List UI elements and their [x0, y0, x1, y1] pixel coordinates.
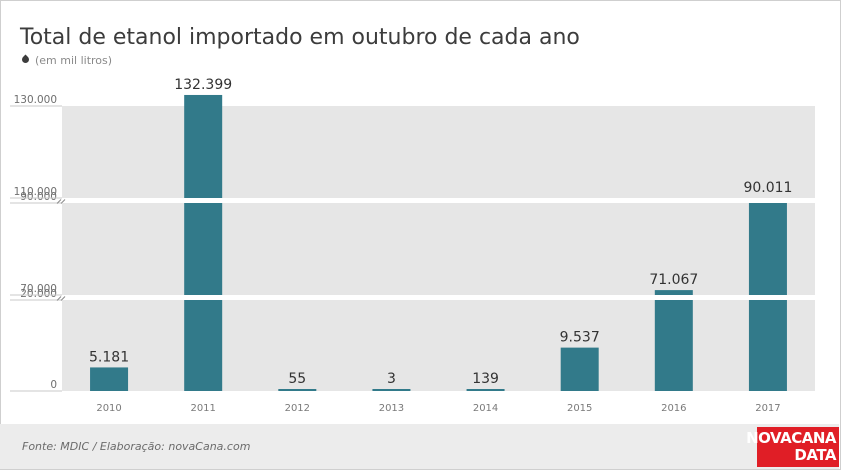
x-tick-label-2010: 2010 [96, 403, 121, 414]
chart-subtitle: (em mil litros) [20, 54, 113, 67]
x-tick-label-2016: 2016 [661, 403, 686, 414]
plot-panel-0 [62, 300, 815, 391]
y-tick-label: 110.000 [14, 186, 57, 198]
subtitle-text: (em mil litros) [35, 54, 113, 67]
bar-2017 [748, 198, 787, 391]
y-tick-label: 70.000 [20, 283, 57, 295]
bar-break-gap [747, 295, 788, 300]
source-note: Fonte: MDIC / Elaboração: novaCana.com [22, 440, 251, 453]
x-tick-label-2013: 2013 [379, 403, 404, 414]
novacana-data-logo: NOVACANA DATA [746, 427, 839, 467]
footer-bar [0, 424, 839, 469]
x-tick-label-2015: 2015 [567, 403, 592, 414]
data-label-2015: 9.537 [560, 330, 600, 346]
bar-break-gap [183, 198, 224, 203]
y-tick-label: 130.000 [14, 94, 57, 106]
y-tick-label: 0 [50, 379, 57, 391]
data-label-2011: 132.399 [174, 77, 232, 93]
bar-2016 [654, 290, 693, 391]
bar-break-gap [183, 295, 224, 300]
chart-title: Total de etanol importado em outubro de … [20, 25, 580, 50]
axis-break-marker [56, 296, 66, 301]
y-tick-label: 90.000 [20, 191, 57, 203]
bar-break-gap [653, 295, 694, 300]
bar-2013 [372, 389, 411, 391]
x-tick-label-2014: 2014 [473, 403, 498, 414]
axis-break-marker [56, 199, 66, 204]
plot-panel-1 [62, 203, 815, 295]
x-tick-label-2011: 2011 [190, 403, 215, 414]
bar-break-gap [747, 198, 788, 203]
bar-2010 [90, 367, 129, 391]
data-label-2014: 139 [472, 371, 499, 387]
data-label-2017: 90.011 [743, 180, 792, 196]
data-label-2016: 71.067 [649, 272, 698, 288]
y-tick-label: 20.000 [20, 288, 57, 300]
data-label-2012: 55 [288, 371, 306, 387]
bar-2014 [466, 389, 505, 391]
logo-line-2: DATA [794, 446, 836, 464]
bar-2015 [560, 347, 599, 391]
x-tick-label-2012: 2012 [285, 403, 310, 414]
data-label-2010: 5.181 [89, 349, 129, 365]
data-label-2013: 3 [387, 371, 396, 387]
logo-line-1: NOVACANA [746, 429, 836, 447]
plot-panel-2 [62, 106, 815, 198]
bar-2011 [184, 94, 223, 391]
x-tick-label-2017: 2017 [755, 403, 780, 414]
bar-2012 [278, 389, 317, 391]
